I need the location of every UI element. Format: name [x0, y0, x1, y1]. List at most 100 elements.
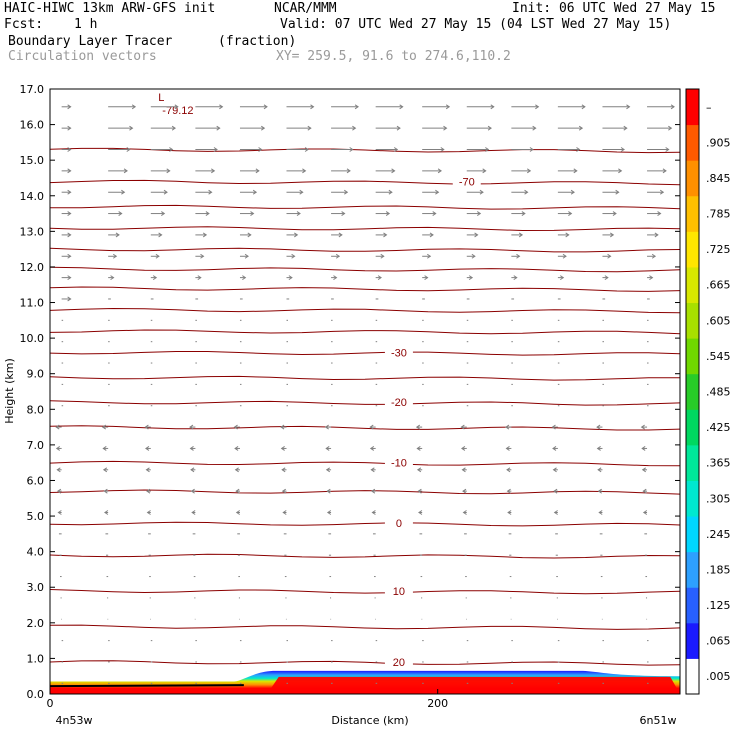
vector-head [294, 232, 299, 238]
contour-label: -70 [459, 177, 475, 189]
temperature-contour [49, 286, 681, 292]
vector-head [213, 147, 218, 152]
vector-head [416, 446, 421, 451]
vector-head [216, 125, 221, 131]
axes: 0.0 1.0 2.0 3.0 4.0 5.0 6.0 7.0 8.0 9.0 10.0 11.0 12… [20, 83, 681, 710]
contour-label: 20 [393, 657, 405, 669]
colorbar-frame [685, 88, 700, 695]
temperature-contour [49, 375, 681, 381]
field-units: (fraction) [218, 34, 297, 49]
temperature-contour [49, 247, 681, 253]
vector-head [158, 232, 163, 238]
vector-head [189, 446, 194, 451]
colorbar-swatch [686, 516, 699, 553]
contour-label-bg [384, 584, 413, 597]
vector-head [304, 147, 309, 152]
y-tick-label: 2.0 [27, 617, 45, 630]
temperature-contour [49, 624, 681, 630]
terrain-line [49, 684, 244, 688]
vector-head [110, 275, 115, 281]
vector-head [104, 510, 109, 515]
temperature-contour [49, 307, 681, 314]
vector-head [476, 211, 482, 216]
vector-head [596, 424, 601, 430]
vector-head [552, 467, 557, 473]
valid-time: Valid: 07 UTC Wed 27 May 15 (04 LST Wed … [280, 17, 672, 32]
vector-head [659, 189, 665, 195]
vector-head [487, 125, 492, 131]
colorbar-label: .785 [706, 208, 731, 221]
vector-head [535, 104, 540, 110]
y-tick-label: 5.0 [27, 510, 45, 523]
vector-head [369, 446, 375, 451]
contour-label-bg [384, 655, 413, 668]
vector-head [437, 168, 442, 174]
vector-head [568, 211, 573, 216]
org-label: NCAR/MMM [274, 1, 337, 16]
vector-head [626, 104, 631, 110]
vector-head [123, 168, 128, 174]
contour-label: 0 [396, 518, 402, 530]
vector-head [641, 446, 646, 451]
y-tick-label: 8.0 [27, 403, 45, 416]
y-tick-label: 3.0 [27, 581, 45, 594]
vector-head [67, 296, 72, 302]
vector-head [326, 488, 331, 494]
vector-head [67, 253, 72, 259]
vector-head [56, 467, 61, 473]
temperature-contour [49, 266, 681, 273]
vector-head [211, 168, 216, 174]
contour-label: -10 [391, 458, 407, 470]
tracer-core [267, 676, 680, 694]
vector-head [393, 147, 399, 152]
vector-head [615, 189, 620, 195]
colorbar-swatch [686, 124, 699, 161]
x-tick-label: 200 [427, 697, 448, 710]
vector-head [144, 424, 149, 430]
vector-head [352, 125, 357, 131]
vector-head [551, 424, 556, 430]
y-tick-label: 4.0 [27, 546, 45, 559]
colorbar-swatch [686, 195, 699, 232]
colorbar-label: .065 [706, 635, 731, 648]
vector-head [440, 147, 445, 152]
temperature-contour [49, 589, 681, 595]
colorbar-label: .665 [706, 279, 731, 292]
vector-head [369, 424, 374, 430]
vector-head [388, 189, 393, 195]
colorbar-swatch [686, 89, 699, 126]
vector-head [668, 125, 673, 131]
temperature-contour [49, 179, 681, 186]
vector-head [573, 168, 578, 174]
vector-head [597, 488, 602, 494]
vector-head [417, 488, 422, 494]
fcst-value: 1 h [74, 17, 98, 32]
vector-head [338, 232, 343, 238]
vector-head [485, 147, 490, 152]
vector-head [234, 446, 239, 451]
vector-head [103, 488, 108, 494]
vector-head [553, 510, 558, 515]
vector-head [670, 104, 675, 110]
vector-head [112, 253, 118, 259]
vector-head [102, 467, 108, 473]
vector-head [597, 467, 602, 473]
colorbar: .005 .065 .125 .185 .245 .305 .365 .425 .485 .545… [685, 88, 731, 695]
vector-head [281, 467, 286, 473]
vector-head [618, 168, 623, 174]
low-symbol: L [158, 92, 164, 104]
vector-head [570, 189, 575, 195]
vector-head [521, 211, 526, 216]
vector-head [324, 424, 329, 430]
vector-head [662, 168, 667, 174]
colorbar-label: .545 [706, 350, 731, 363]
vector-head [131, 104, 137, 110]
colorbar-label: .305 [706, 492, 731, 505]
vector-head [145, 467, 150, 473]
vector-head [291, 253, 296, 259]
vector-head [235, 488, 240, 494]
y-tick-label: 15.0 [20, 154, 45, 167]
vector-head [288, 275, 293, 281]
vector-head [385, 211, 391, 216]
x-endpoint-right: 6n51w [640, 714, 677, 727]
